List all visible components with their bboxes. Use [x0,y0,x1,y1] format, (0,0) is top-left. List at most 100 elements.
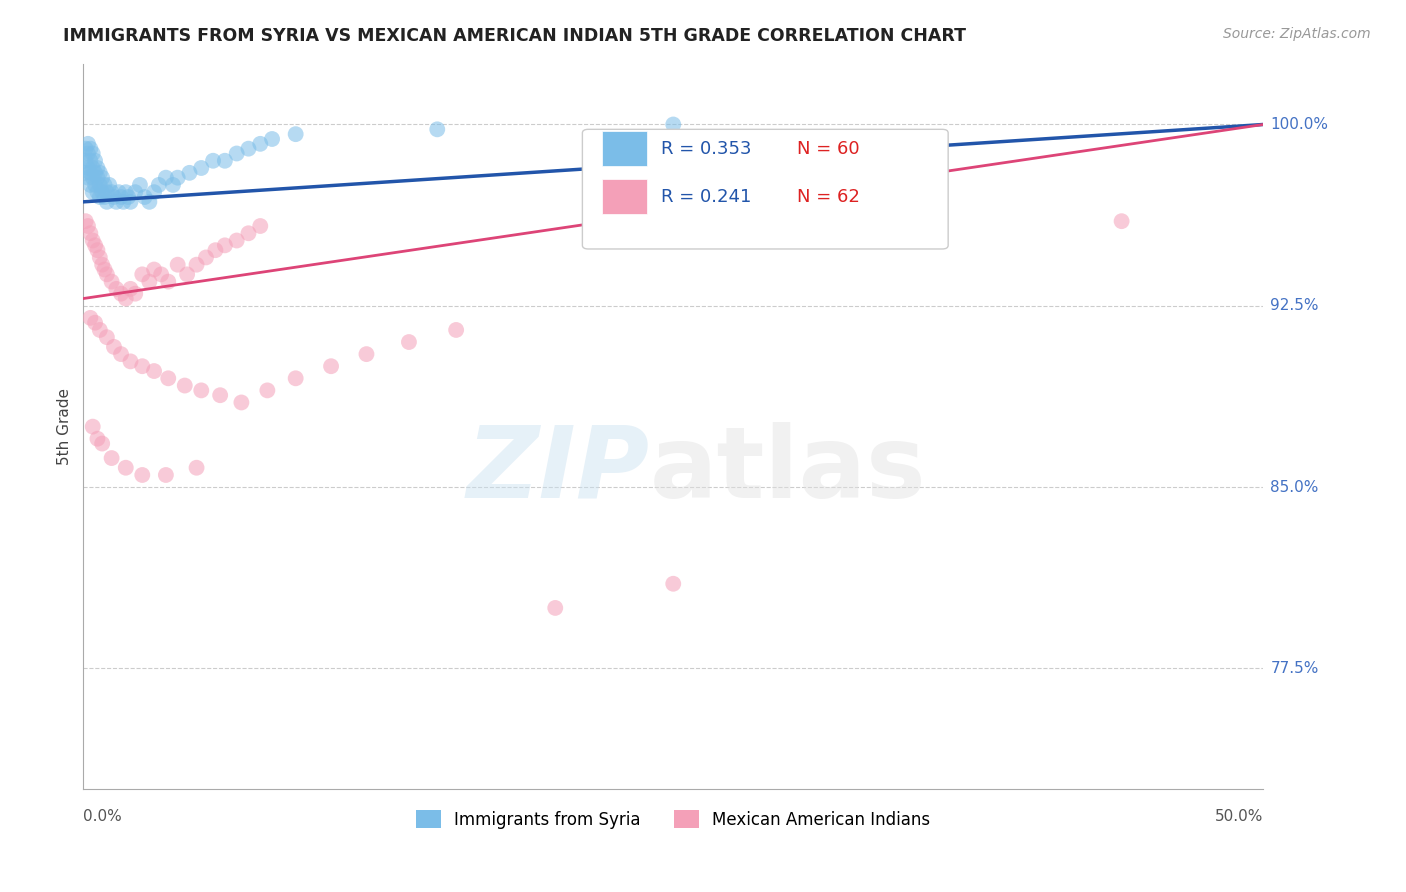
Point [544,601,567,615]
Point [214,238,236,252]
Point [120,282,142,296]
Point [96,185,118,199]
Point [204,243,226,257]
Point [103,340,125,354]
Point [176,268,198,282]
Point [166,170,188,185]
Point [86,185,108,199]
Point [166,258,188,272]
Point [79,166,101,180]
Point [82,161,104,175]
Point [131,268,153,282]
Text: N = 60: N = 60 [797,140,859,158]
Point [173,378,195,392]
Point [96,268,118,282]
Point [86,161,108,175]
Point [120,194,142,209]
Point [84,238,107,252]
Point [96,194,118,209]
Point [86,170,108,185]
Point [84,316,107,330]
Point [190,161,212,175]
Point [155,170,177,185]
Text: atlas: atlas [650,422,927,518]
Text: N = 62: N = 62 [797,187,860,206]
Point [143,364,166,378]
Point [105,282,128,296]
Point [75,166,97,180]
Point [238,142,260,156]
Point [100,275,122,289]
Text: 100.0%: 100.0% [1270,117,1329,132]
Point [117,190,139,204]
Point [148,178,170,192]
Point [82,146,104,161]
Point [114,292,136,306]
Point [256,384,278,398]
Point [79,310,101,325]
Point [103,190,125,204]
Point [77,161,100,175]
Point [84,166,107,180]
Point [356,347,378,361]
Point [82,185,104,199]
Point [75,214,97,228]
Point [186,258,208,272]
Point [89,178,111,192]
Point [89,251,111,265]
Point [77,219,100,233]
Point [79,153,101,168]
Point [82,234,104,248]
Point [214,153,236,168]
Point [249,219,271,233]
Point [82,419,104,434]
Point [93,190,115,204]
Point [284,127,307,141]
Point [110,286,132,301]
Point [231,395,253,409]
Point [195,251,218,265]
Point [77,136,100,151]
Point [114,185,136,199]
Point [84,178,107,192]
Point [249,136,271,151]
Point [179,166,201,180]
Text: 92.5%: 92.5% [1270,298,1319,313]
Point [114,460,136,475]
Point [91,185,114,199]
Point [150,268,173,282]
Point [1111,214,1133,228]
Point [89,166,111,180]
Point [238,227,260,241]
Point [209,388,232,402]
Point [84,153,107,168]
Point [225,234,247,248]
Text: Source: ZipAtlas.com: Source: ZipAtlas.com [1223,27,1371,41]
Point [93,178,115,192]
Point [162,178,184,192]
Point [105,194,128,209]
Point [190,384,212,398]
Point [79,178,101,192]
Text: IMMIGRANTS FROM SYRIA VS MEXICAN AMERICAN INDIAN 5TH GRADE CORRELATION CHART: IMMIGRANTS FROM SYRIA VS MEXICAN AMERICA… [63,27,966,45]
Point [86,432,108,446]
Point [112,194,135,209]
Point [110,190,132,204]
Point [444,323,467,337]
Point [124,286,146,301]
Point [77,146,100,161]
Point [107,185,129,199]
Point [100,451,122,466]
Point [129,178,152,192]
Bar [602,179,647,214]
Point [138,194,160,209]
Point [110,347,132,361]
Point [96,330,118,344]
Point [79,142,101,156]
Legend: Immigrants from Syria, Mexican American Indians: Immigrants from Syria, Mexican American … [409,804,938,835]
Point [780,214,803,228]
Bar [602,131,647,166]
Point [134,190,156,204]
Point [91,258,114,272]
Text: R = 0.353: R = 0.353 [661,140,752,158]
